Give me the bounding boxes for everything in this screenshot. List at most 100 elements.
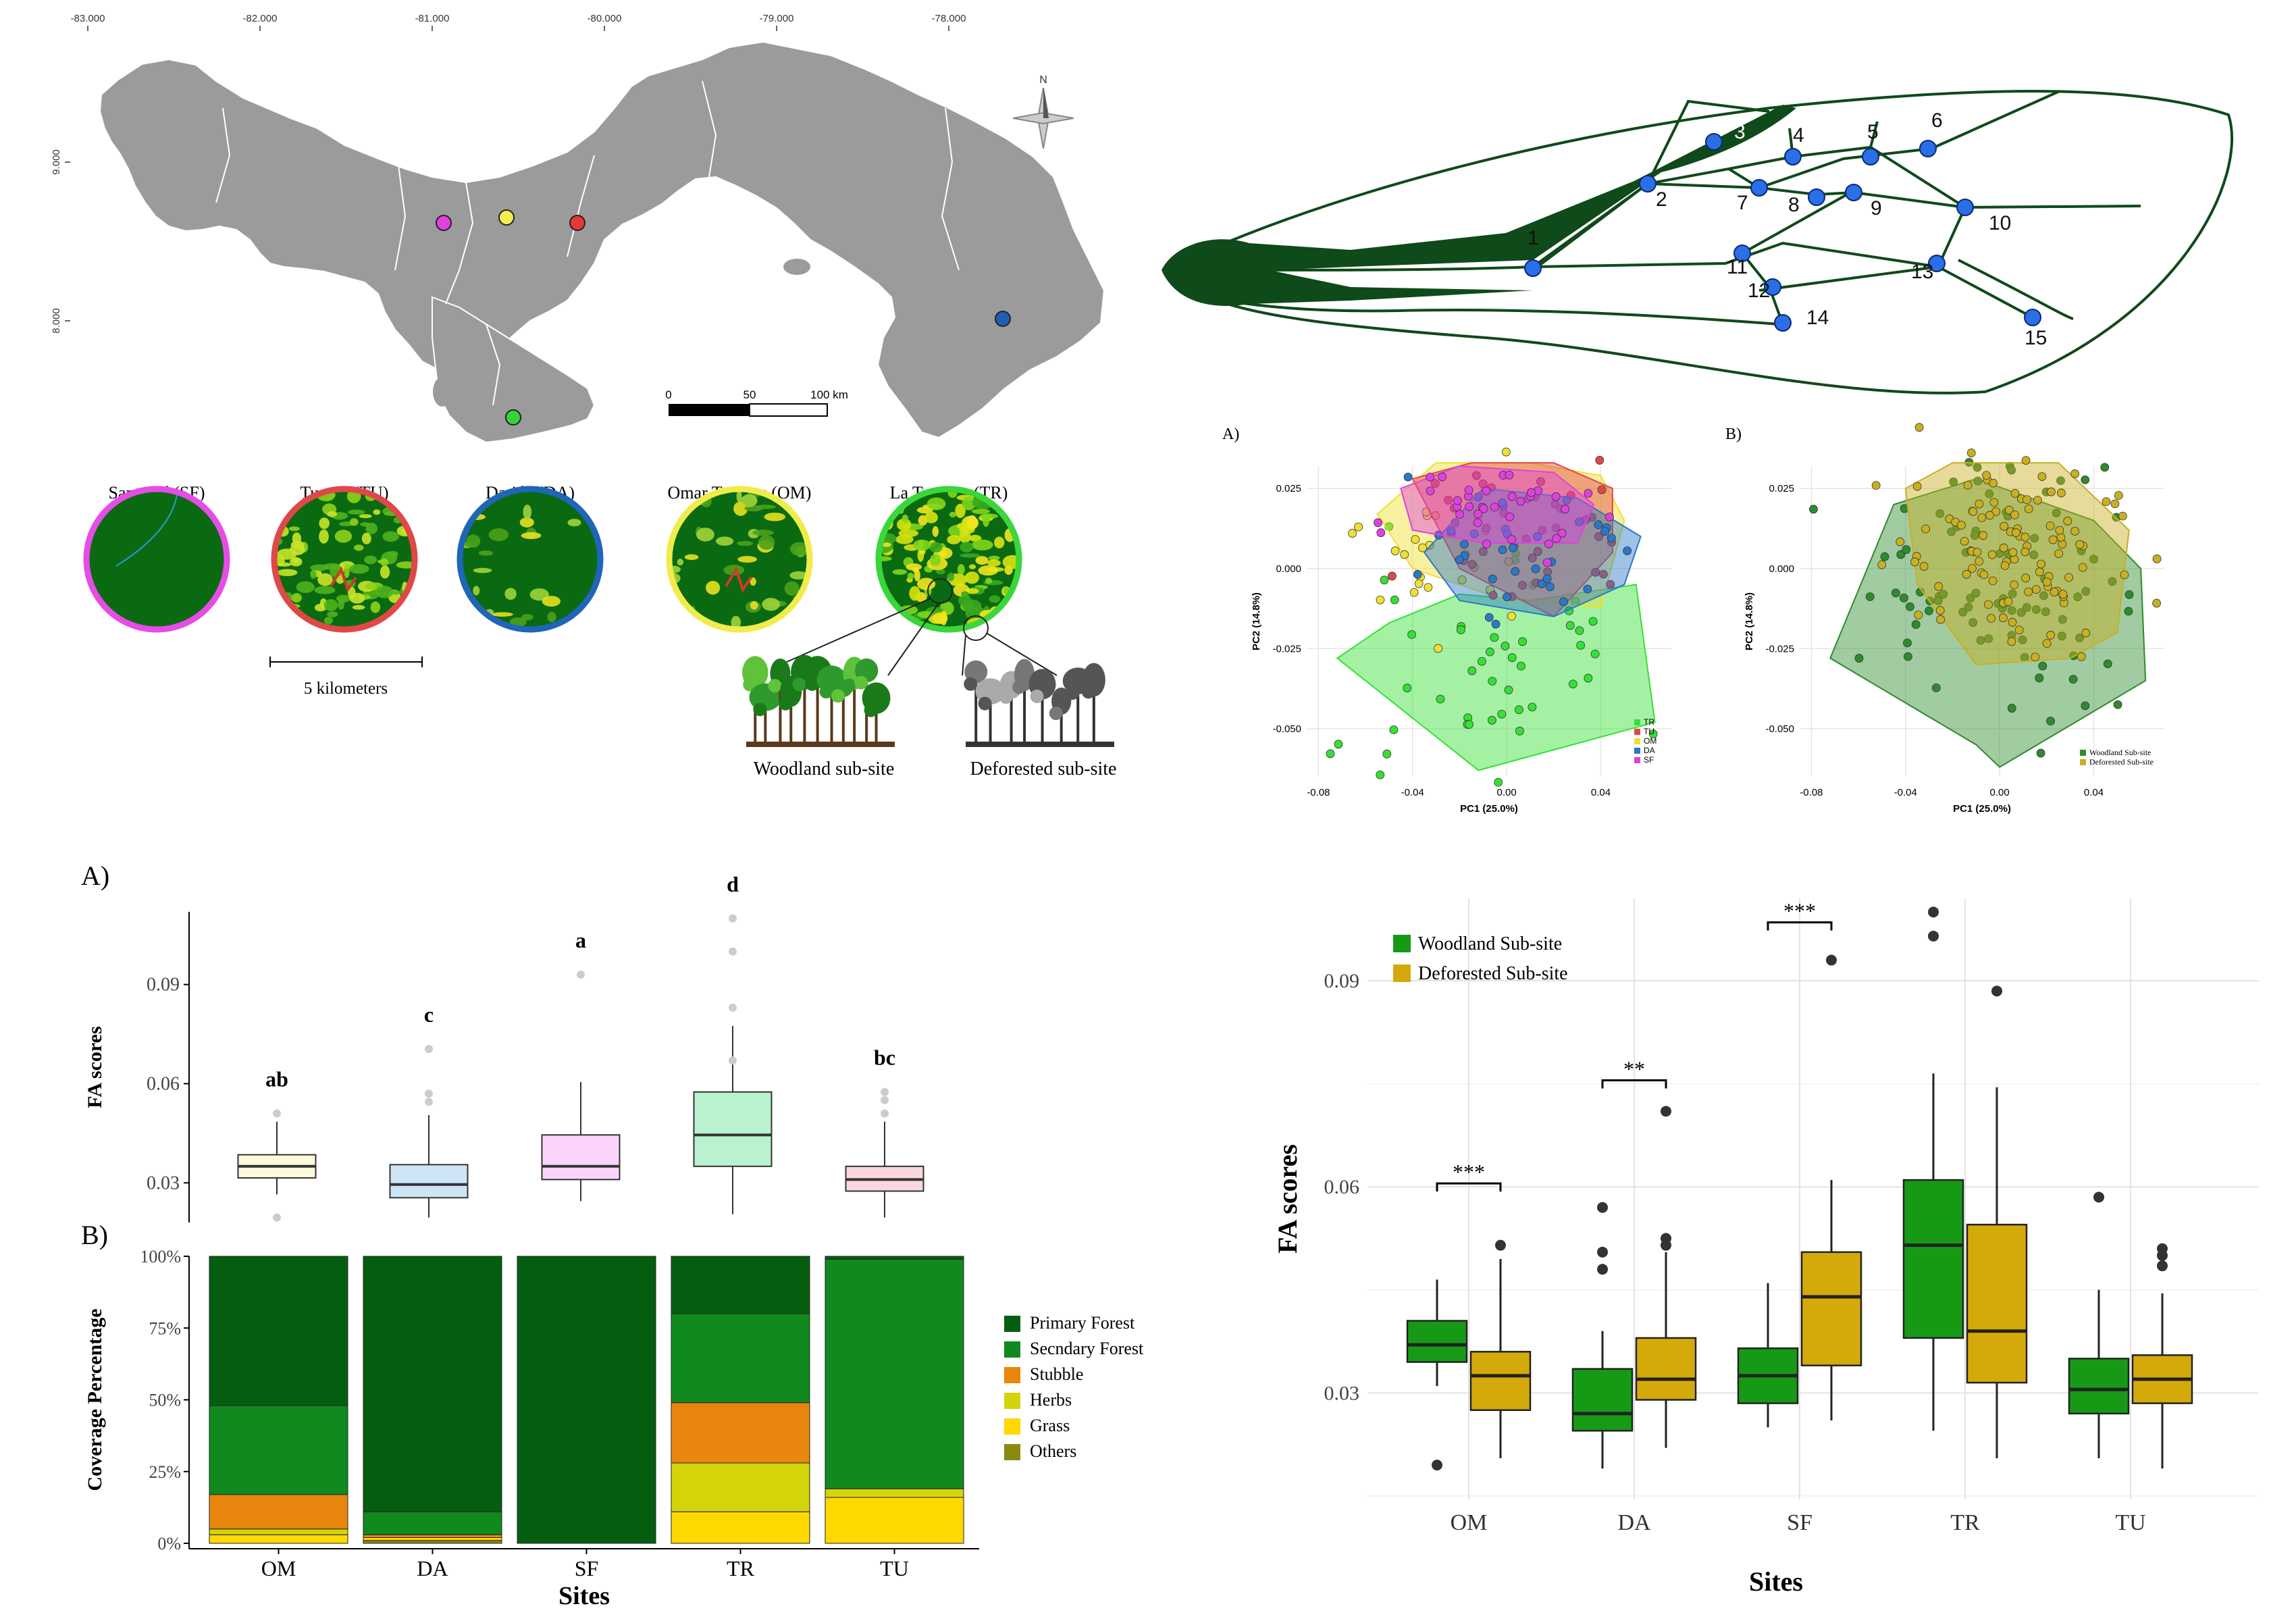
stacked-bar-segment — [671, 1402, 810, 1464]
box-outlier — [273, 1213, 281, 1222]
grouped-box-outlier — [1991, 985, 2002, 997]
bars-b-legend-swatch — [1004, 1393, 1020, 1409]
landcover-patch — [715, 536, 734, 546]
road-line — [330, 566, 357, 593]
scale-label-0: 0 — [665, 388, 671, 401]
box-iqr — [541, 1134, 621, 1181]
wing-landmark-label: 1 — [1528, 227, 1539, 249]
bars-b-legend-swatch — [1004, 1316, 1020, 1332]
pca-point — [1424, 583, 1433, 592]
landcover-patch — [924, 511, 938, 523]
pca-point — [1542, 558, 1552, 567]
pca-point — [1518, 581, 1527, 590]
landcover-patch — [968, 564, 976, 569]
wing-landmark-point — [1524, 259, 1542, 277]
box-significance-letter: a — [575, 928, 586, 952]
pca-point — [2070, 527, 2079, 536]
pca-point — [1490, 633, 1499, 642]
landcover-patch — [960, 542, 974, 552]
bars-b-legend-label: Herbs — [1030, 1390, 1072, 1410]
pca-point — [1536, 477, 1545, 486]
landcover-patch — [955, 503, 966, 518]
boxplot-a-box-da: c — [389, 1002, 469, 1218]
wing-landmark-label: 8 — [1788, 194, 1800, 216]
pca-point — [1418, 543, 1428, 552]
wing-landmark-label: 9 — [1871, 197, 1882, 220]
pca-point — [1900, 593, 1908, 602]
landcover-patch — [360, 522, 371, 527]
grouped-box-outlier — [1661, 1106, 1671, 1117]
pca-point — [1576, 640, 1586, 650]
landcover-patch — [930, 554, 941, 566]
pca-point — [1584, 673, 1593, 683]
tree-crown — [831, 689, 845, 703]
landcover-patch — [741, 494, 758, 507]
pca-point — [1503, 592, 1511, 602]
stacked-bar-segment — [363, 1537, 502, 1541]
pca-point — [2110, 499, 2120, 509]
tree-crown — [1066, 686, 1080, 700]
pca-point — [1531, 564, 1540, 573]
landcover-patch — [988, 555, 1000, 561]
pca-plot-a: -0.08 -0.04 0.00 0.04 0.025 0.000 -0.025 -0.050… — [1251, 447, 1671, 815]
pca-x-tick: -0.04 — [1894, 787, 1917, 798]
tree-crown — [805, 677, 819, 691]
pca-legend-label: DA — [1644, 746, 1655, 755]
pca-x-tick: -0.08 — [1307, 787, 1330, 798]
grouped-y-tick-label: 0.06 — [1324, 1176, 1360, 1198]
landcover-patch — [758, 535, 775, 550]
grouped-y-label: FA scores — [1272, 1144, 1303, 1254]
pca-point — [1486, 647, 1494, 657]
landcover-patch — [789, 542, 810, 557]
landcover-patch — [789, 571, 808, 580]
road-line — [725, 566, 752, 593]
site-circle-tu: Turega (TU) — [271, 483, 418, 633]
pca-point — [2007, 637, 2016, 646]
pca-point — [2020, 532, 2030, 542]
grouped-box-outlier — [2157, 1260, 2168, 1272]
pca-point — [2063, 517, 2072, 525]
pca-point — [2124, 607, 2133, 616]
landcover-patch — [314, 604, 327, 612]
wing-landmark-label: 3 — [1734, 121, 1746, 143]
landcover-patch — [696, 528, 714, 542]
pca-point — [1390, 595, 1399, 604]
wing-base — [1162, 105, 1796, 306]
pca-point — [1919, 562, 1929, 571]
pca-point — [1939, 590, 1948, 599]
pca-point — [1491, 619, 1501, 629]
pca-point — [2021, 573, 2031, 583]
pca-point — [2035, 567, 2044, 577]
pca-point — [1482, 540, 1491, 548]
grouped-box-iqr — [1635, 1337, 1697, 1401]
pca-y-tick: -0.050 — [1272, 723, 1301, 735]
bars-b-legend-swatch — [1004, 1367, 1020, 1383]
stacked-bar-segment — [517, 1256, 656, 1544]
landcover-patch — [473, 567, 492, 573]
pca-x-label: PC1 (25.0%) — [1460, 803, 1518, 815]
wing-landmark-point — [1956, 199, 1974, 216]
landcover-patch — [327, 611, 338, 617]
wing-landmark-label: 14 — [1806, 307, 1829, 329]
landcover-patch — [529, 588, 549, 601]
pca-point — [1559, 597, 1568, 607]
landcover-patch — [473, 586, 480, 596]
grouped-x-tick-label: TU — [2115, 1510, 2145, 1535]
tree-crown — [1030, 689, 1044, 703]
pca-legend-swatch — [1634, 748, 1640, 754]
pca-point — [1966, 448, 1976, 457]
scale-label-50: 50 — [743, 388, 756, 401]
pca-point — [1507, 535, 1516, 544]
pca-point — [1470, 529, 1479, 538]
landcover-patch — [906, 563, 922, 571]
lon-tick-label: -81.000 — [415, 13, 450, 24]
pca-point — [1891, 588, 1900, 598]
pca-point — [2035, 673, 2044, 683]
pca-point — [1977, 513, 1987, 522]
pca-point — [1964, 602, 1973, 612]
landcover-patch — [972, 497, 983, 508]
site-circle-ring — [875, 486, 1022, 633]
pca-point — [1984, 600, 1993, 609]
stacked-bar-segment — [209, 1528, 348, 1535]
stacked-bar-segment — [363, 1511, 502, 1535]
